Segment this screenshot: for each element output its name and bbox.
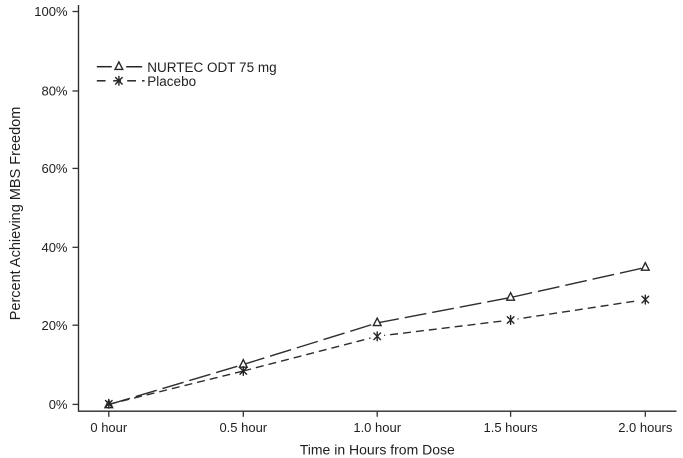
svg-text:Time in Hours from Dose: Time in Hours from Dose <box>300 441 455 457</box>
svg-text:0 hour: 0 hour <box>90 420 128 435</box>
svg-text:Placebo: Placebo <box>147 74 196 89</box>
svg-text:0%: 0% <box>49 397 68 412</box>
svg-text:2.0 hours: 2.0 hours <box>618 420 673 435</box>
svg-text:1.0 hour: 1.0 hour <box>353 420 401 435</box>
svg-text:NURTEC ODT 75 mg: NURTEC ODT 75 mg <box>147 60 276 75</box>
svg-text:Percent Achieving MBS Freedom: Percent Achieving MBS Freedom <box>8 107 24 321</box>
svg-text:100%: 100% <box>34 4 68 19</box>
svg-text:60%: 60% <box>41 161 67 176</box>
svg-text:40%: 40% <box>41 240 67 255</box>
svg-text:20%: 20% <box>41 318 67 333</box>
svg-text:80%: 80% <box>41 84 67 99</box>
svg-text:1.5 hours: 1.5 hours <box>483 420 538 435</box>
svg-text:0.5 hour: 0.5 hour <box>219 420 267 435</box>
